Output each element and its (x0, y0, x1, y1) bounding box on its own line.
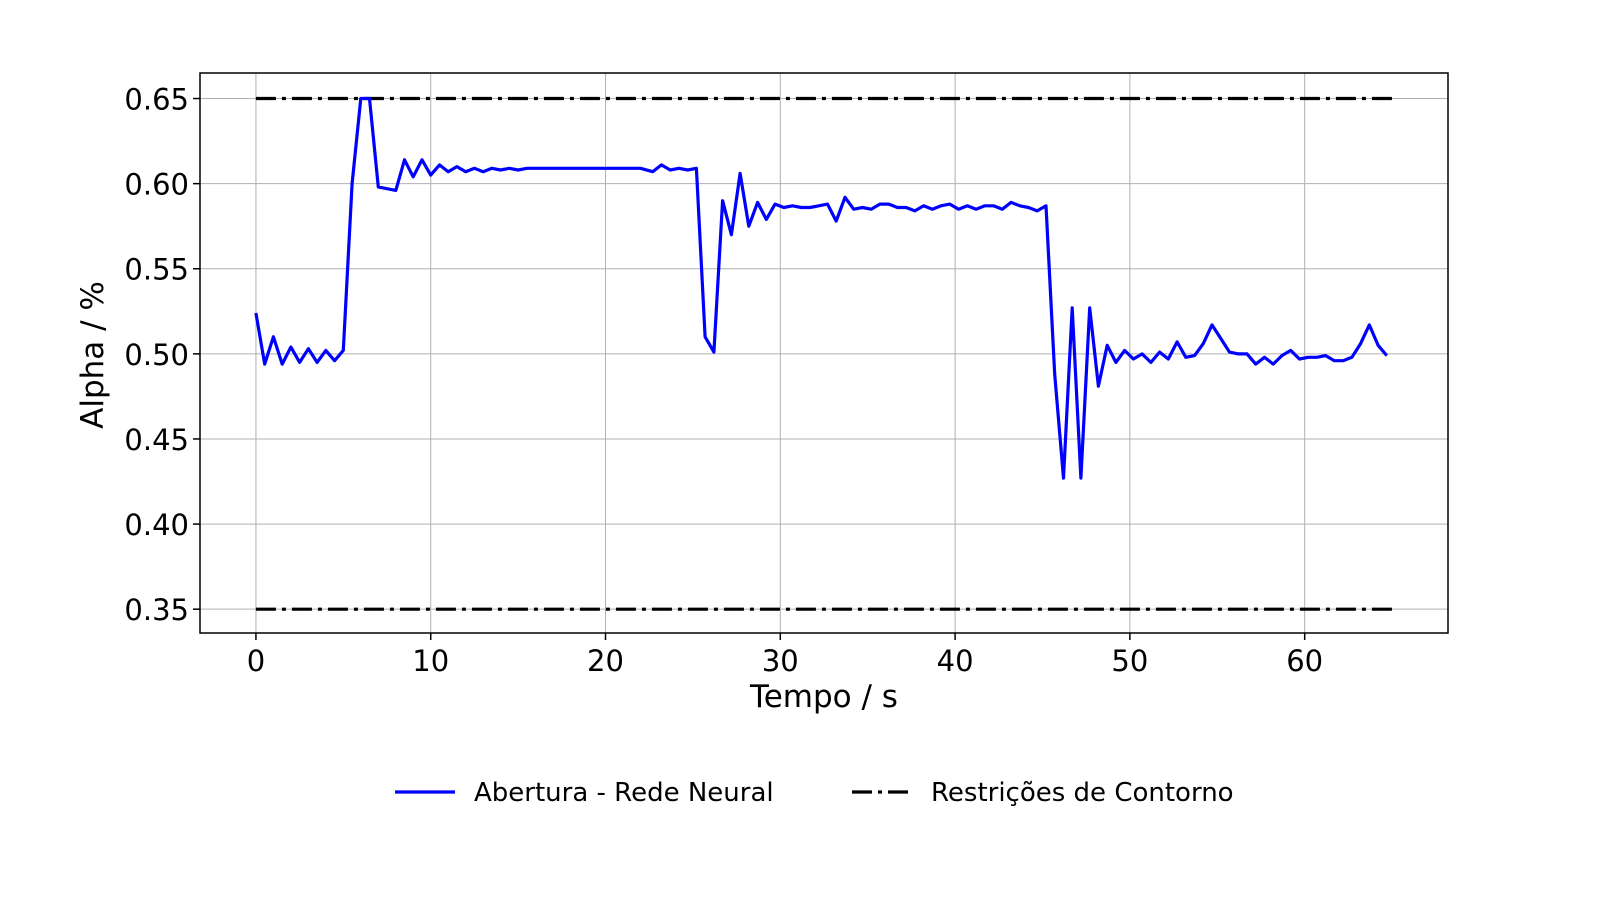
series-line-abertura (254, 96, 1389, 480)
axis-ticks: 0 10 20 30 40 50 60 0.35 0.40 0.45 0.50 0.55 0.60 0.6… (124, 83, 1323, 678)
plot-series (254, 96, 1393, 611)
y-tick-label: 0.50 (124, 338, 189, 372)
y-tick-label: 0.55 (124, 253, 189, 287)
legend-entry-restricoes: Restrições de Contorno (931, 778, 1234, 808)
y-tick-label: 0.35 (124, 593, 189, 627)
x-axis-label: Tempo / s (749, 679, 898, 715)
x-tick-label: 0 (247, 644, 265, 678)
y-tick-label: 0.65 (124, 83, 189, 117)
grid-lines (200, 73, 1448, 633)
x-tick-label: 60 (1286, 644, 1323, 678)
x-tick-label: 20 (587, 644, 624, 678)
y-tick-label: 0.40 (124, 508, 189, 542)
x-tick-label: 50 (1111, 644, 1148, 678)
y-axis-label: Alpha / % (75, 281, 111, 429)
y-tick-label: 0.60 (124, 168, 189, 202)
legend-entry-abertura: Abertura - Rede Neural (474, 778, 774, 808)
x-tick-label: 10 (412, 644, 449, 678)
legend: Abertura - Rede Neural Restrições de Con… (395, 778, 1234, 808)
plot-frame (199, 72, 1449, 634)
x-tick-label: 30 (762, 644, 799, 678)
x-tick-label: 40 (937, 644, 974, 678)
y-tick-label: 0.45 (124, 423, 189, 457)
